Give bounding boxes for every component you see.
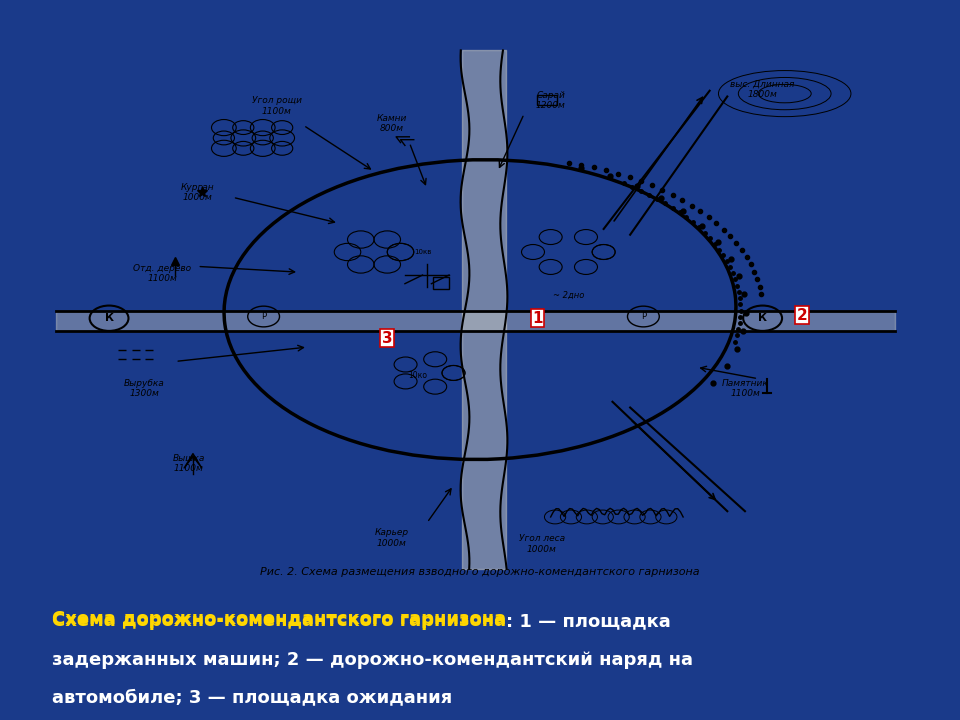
Text: К: К bbox=[758, 313, 767, 323]
Text: ~ 2дно: ~ 2дно bbox=[553, 291, 584, 300]
Text: Камни
800м: Камни 800м bbox=[376, 114, 407, 133]
Text: задержанных машин; 2 — дорожно-комендантский наряд на: задержанных машин; 2 — дорожно-комендант… bbox=[52, 652, 693, 670]
Text: 3: 3 bbox=[382, 331, 393, 346]
Text: Вышка
1100м: Вышка 1100м bbox=[173, 454, 204, 473]
Text: Отд. дерево
1100м: Отд. дерево 1100м bbox=[133, 264, 191, 283]
Text: Угол рощи
1100м: Угол рощи 1100м bbox=[252, 96, 301, 116]
Text: автомобиле; 3 — площадка ожидания: автомобиле; 3 — площадка ожидания bbox=[52, 688, 452, 706]
Text: Курган
1000м: Курган 1000м bbox=[180, 183, 214, 202]
Text: Р: Р bbox=[641, 312, 646, 321]
Text: К: К bbox=[105, 313, 113, 323]
Text: Карьер
1000м: Карьер 1000м bbox=[374, 528, 409, 548]
Text: Р: Р bbox=[261, 312, 266, 321]
Text: 1: 1 bbox=[532, 311, 542, 325]
Text: 10ко: 10ко bbox=[409, 372, 427, 380]
Text: Рис. 2. Схема размещения взводного дорожно-комендантского гарнизона: Рис. 2. Схема размещения взводного дорож… bbox=[260, 567, 700, 577]
Text: Памятник
1100м: Памятник 1100м bbox=[722, 379, 768, 398]
Text: выс. Длинная
1800м: выс. Длинная 1800м bbox=[731, 79, 795, 99]
Text: Вырубка
1300м: Вырубка 1300м bbox=[124, 379, 165, 398]
Bar bbox=[433, 276, 449, 289]
Text: Сарай
1200м: Сарай 1200м bbox=[536, 91, 565, 110]
Text: 10кв: 10кв bbox=[414, 249, 431, 255]
Text: Схема дорожно-комендантского гарнизона: Схема дорожно-комендантского гарнизона bbox=[52, 610, 506, 628]
Text: : 1 — площадка: : 1 — площадка bbox=[506, 612, 670, 631]
Text: 2: 2 bbox=[797, 308, 807, 323]
Bar bbox=[538, 95, 557, 105]
Text: Угол леса
1000м: Угол леса 1000м bbox=[518, 534, 564, 554]
Text: Схема дорожно-комендантского гарнизона: Схема дорожно-комендантского гарнизона bbox=[52, 612, 506, 631]
